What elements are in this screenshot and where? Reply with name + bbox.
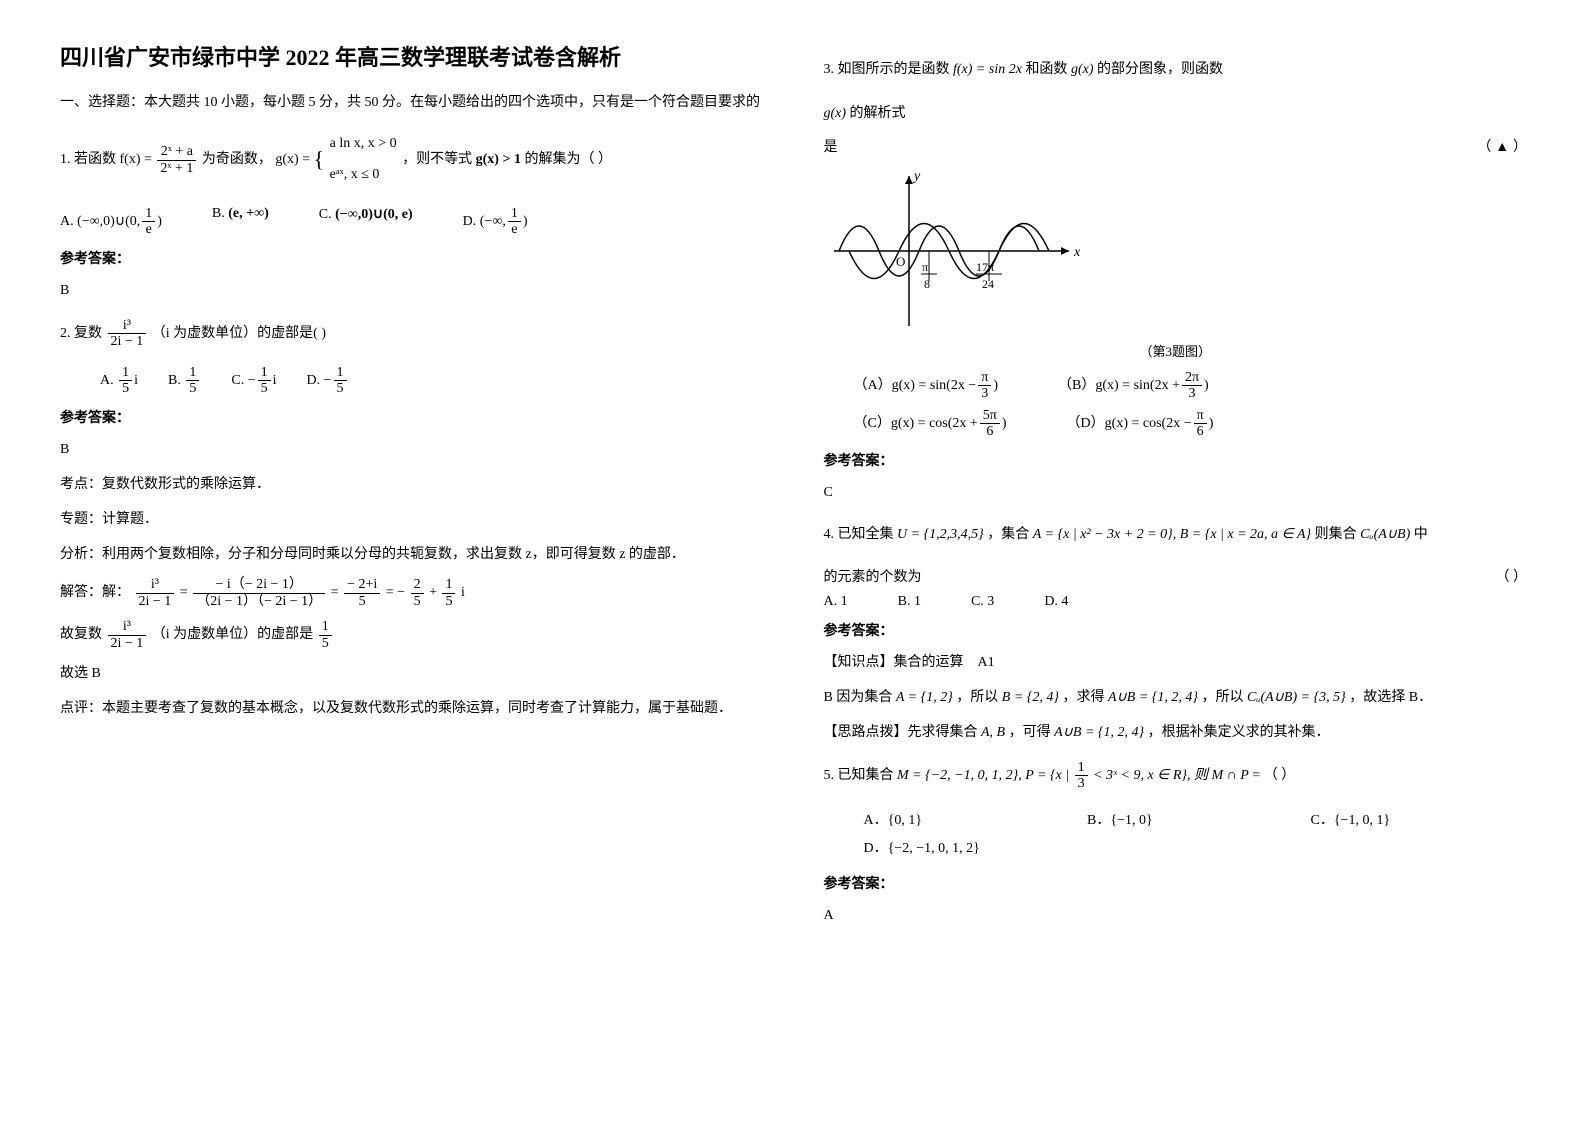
svg-text:y: y	[912, 169, 921, 184]
q4-silu: 【思路点拨】先求得集合 A, B ，可得 A∪B = {1, 2, 4} ，根据…	[824, 720, 1528, 745]
question-5: 5. 已知集合 M = {−2, −1, 0, 1, 2}, P = {x | …	[824, 760, 1528, 792]
q3-answer: C	[824, 480, 1528, 505]
q4-opt-b: B. 1	[898, 594, 921, 610]
q3-opt-c: （C）g(x) = cos(2x +5π6)	[854, 408, 1007, 440]
q2-answer-label: 参考答案：	[60, 407, 764, 427]
q2-jieda: 解答：解： i³2i − 1 = − i（− 2i − 1）（2i − 1）（−…	[60, 577, 764, 609]
q4-options: A. 1 B. 1 C. 3 D. 4	[824, 594, 1528, 610]
q4-paren: （ ）	[1496, 566, 1528, 586]
q2-opt-c: C. −15i	[231, 365, 276, 397]
q5-opt-c: C．{−1, 0, 1}	[1311, 807, 1471, 835]
q3-opt-d: （D）g(x) = cos(2x −π6)	[1067, 408, 1214, 440]
q4-line2: 的元素的个数为	[824, 566, 922, 586]
q2-stem-b: （i 为虚数单位）的虚部是( )	[152, 326, 326, 341]
q2-options: A. 15i B. 15 C. −15i D. −15	[100, 365, 764, 397]
svg-text:17π: 17π	[976, 260, 994, 274]
q2-opt-a: A. 15i	[100, 365, 138, 397]
q1-opt-d: D. (−∞,1e)	[463, 206, 528, 238]
q2-so: 故复数 i³2i − 1 （i 为虚数单位）的虚部是 15	[60, 619, 764, 651]
q1-answer: B	[60, 278, 764, 303]
q3-graph: x y O π 8 17π 24 （第3题图）	[824, 166, 1528, 360]
q2-fenxi: 分析：利用两个复数相除，分子和分母同时乘以分母的共轭复数，求出复数 z，即可得复…	[60, 542, 764, 567]
q4-opt-c: C. 3	[971, 594, 994, 610]
question-4: 4. 已知全集 U = {1,2,3,4,5} ，集合 A = {x | x² …	[824, 520, 1528, 551]
q1-opt-b: B. (e, +∞)	[212, 206, 269, 238]
q5-answer-label: 参考答案：	[824, 873, 1528, 893]
q2-zhuanti: 专题：计算题．	[60, 507, 764, 532]
q5-opt-b: B．{−1, 0}	[1087, 807, 1307, 835]
q4-line2-row: 的元素的个数为 （ ）	[824, 566, 1528, 586]
svg-text:O: O	[896, 254, 905, 269]
q2-pick: 故选 B	[60, 661, 764, 686]
q2-opt-d: D. −15	[307, 365, 349, 397]
q1-stem-a: 1. 若函数	[60, 152, 116, 167]
svg-text:π: π	[922, 260, 928, 274]
q3-opts-cd: （C）g(x) = cos(2x +5π6) （D）g(x) = cos(2x …	[854, 408, 1528, 440]
q4-expl: B 因为集合 A = {1, 2} ，所以 B = {2, 4} ，求得 A∪B…	[824, 685, 1528, 710]
q4-answer-label: 参考答案：	[824, 620, 1528, 640]
q1-stem-d: 的解集为（ ）	[524, 152, 612, 167]
q3-line2: g(x) 的解析式	[824, 101, 1528, 126]
left-column: 四川省广安市绿市中学 2022 年高三数学理联考试卷含解析 一、选择题：本大题共…	[60, 40, 764, 938]
q1-fx: f(x) = 2ˣ + a2ˣ + 1	[120, 144, 199, 176]
question-2: 2. 复数 i³2i − 1 （i 为虚数单位）的虚部是( )	[60, 318, 764, 350]
q1-opt-c: C. (−∞,0)∪(0, e)	[319, 206, 413, 238]
q2-stem-a: 2. 复数	[60, 326, 102, 341]
q2-answer: B	[60, 437, 764, 462]
q4-kp: 【知识点】集合的运算 A1	[824, 650, 1528, 675]
q3-line3: 是	[824, 136, 838, 156]
right-column: 3. 如图所示的是函数 f(x) = sin 2x 和函数 g(x) 的部分图象…	[824, 40, 1528, 938]
q3-answer-label: 参考答案：	[824, 450, 1528, 470]
question-3: 3. 如图所示的是函数 f(x) = sin 2x 和函数 g(x) 的部分图象…	[824, 55, 1528, 86]
section-1-heading: 一、选择题：本大题共 10 小题，每小题 5 分，共 50 分。在每小题给出的四…	[60, 92, 764, 114]
question-1: 1. 若函数 f(x) = 2ˣ + a2ˣ + 1 为奇函数， g(x) = …	[60, 129, 764, 191]
q1-opt-a: A. (−∞,0)∪(0,1e)	[60, 206, 162, 238]
q1-answer-label: 参考答案：	[60, 248, 764, 268]
q1-stem-c: ，则不等式	[402, 152, 472, 167]
q1-stem-b: 为奇函数，	[202, 152, 272, 167]
q5-answer: A	[824, 903, 1528, 928]
q3-opts-ab: （A）g(x) = sin(2x −π3) （B）g(x) = sin(2x +…	[854, 370, 1528, 402]
q3-caption: （第3题图）	[824, 341, 1528, 360]
q3-blank: （ ▲ ）	[1477, 136, 1527, 156]
q1-options: A. (−∞,0)∪(0,1e) B. (e, +∞) C. (−∞,0)∪(0…	[60, 206, 764, 238]
q3-opt-a: （A）g(x) = sin(2x −π3)	[854, 370, 999, 402]
doc-title: 四川省广安市绿市中学 2022 年高三数学理联考试卷含解析	[60, 40, 764, 72]
svg-text:24: 24	[982, 277, 994, 291]
svg-text:8: 8	[924, 277, 930, 291]
q4-opt-d: D. 4	[1044, 594, 1068, 610]
q2-opt-b: B. 15	[168, 365, 201, 397]
q5-options: A．{0, 1} B．{−1, 0} C．{−1, 0, 1} D．{−2, −…	[824, 807, 1528, 863]
q1-gx: g(x) = { a ln x, x > 0eᵃˣ, x ≤ 0	[275, 129, 398, 191]
q2-dianping: 点评：本题主要考查了复数的基本概念，以及复数代数形式的乘除运算，同时考查了计算能…	[60, 696, 764, 721]
q5-opt-a: A．{0, 1}	[864, 807, 1084, 835]
q5-opt-d: D．{−2, −1, 0, 1, 2}	[864, 835, 980, 863]
q3-opt-b: （B）g(x) = sin(2x +2π3)	[1058, 370, 1209, 402]
q2-kaodian: 考点：复数代数形式的乘除运算．	[60, 472, 764, 497]
svg-text:x: x	[1073, 245, 1081, 260]
q3-line3-row: 是 （ ▲ ）	[824, 136, 1528, 156]
q4-opt-a: A. 1	[824, 594, 848, 610]
